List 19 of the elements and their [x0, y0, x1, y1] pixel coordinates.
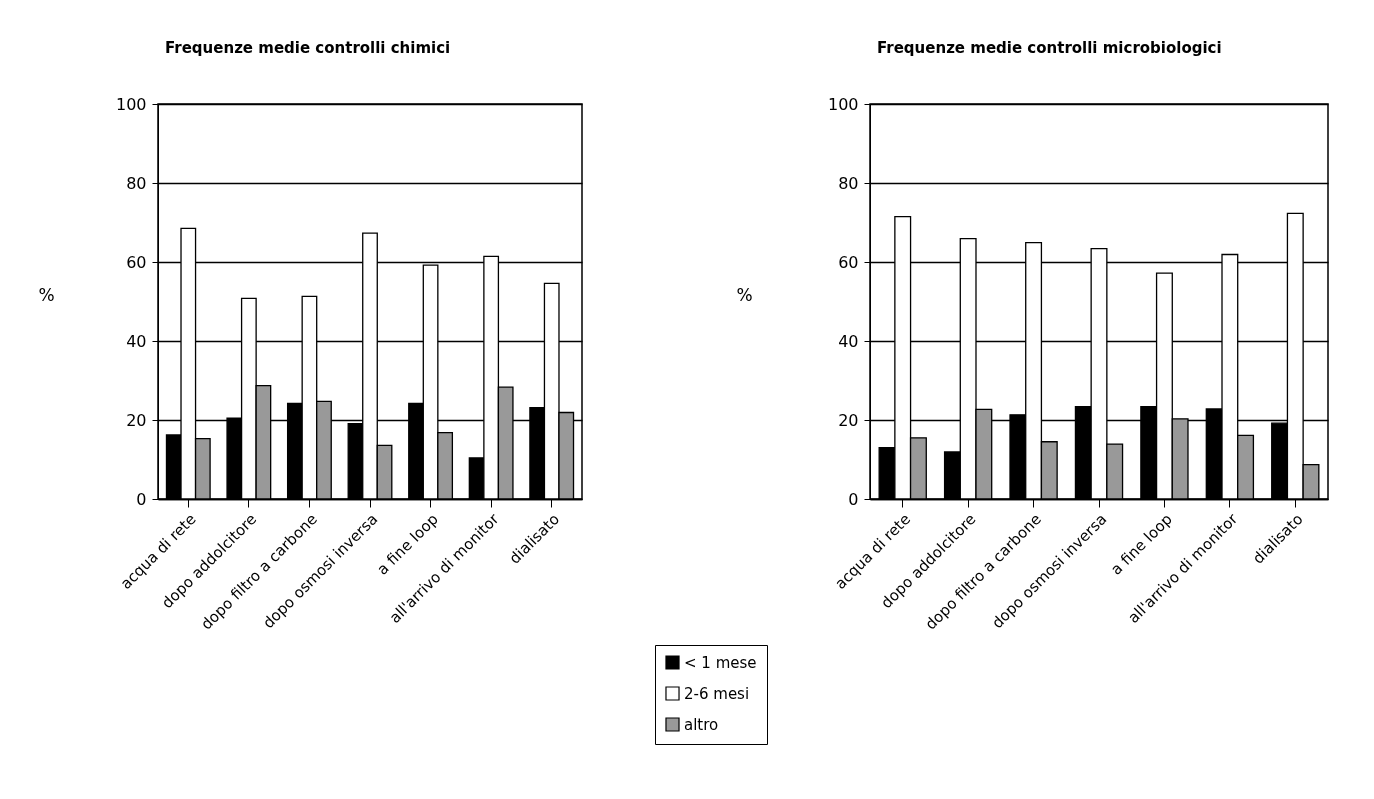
y-tick-label: 0 — [136, 489, 147, 509]
legend-label: altro — [684, 715, 719, 734]
legend-label: < 1 mese — [684, 653, 757, 672]
y-tick-label: 20 — [838, 410, 859, 430]
y-tick-label: 40 — [126, 331, 147, 351]
y-axis-title: % — [736, 284, 753, 305]
legend-label: 2-6 mesi — [684, 684, 750, 703]
y-tick-label: 40 — [838, 331, 859, 351]
y-tick-label: 100 — [115, 94, 147, 114]
y-tick-label: 60 — [838, 252, 859, 272]
y-tick-label: 80 — [126, 173, 147, 193]
y-tick-label: 60 — [126, 252, 147, 272]
y-tick-label: 80 — [838, 173, 859, 193]
y-tick-label: 20 — [126, 410, 147, 430]
y-axis-title: % — [38, 284, 55, 305]
y-tick-label: 100 — [827, 94, 859, 114]
y-tick-label: 0 — [848, 489, 859, 509]
chart-title: Frequenze medie controlli chimici — [165, 39, 451, 57]
chart-title: Frequenze medie controlli microbiologici — [877, 39, 1222, 57]
